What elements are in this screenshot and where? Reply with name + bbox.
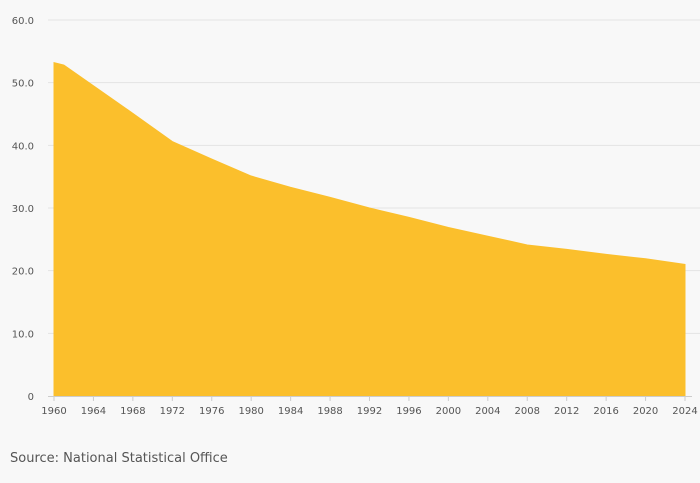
x-tick-label: 1964: [81, 406, 106, 417]
x-tick-label: 1980: [238, 406, 263, 417]
y-tick-label: 0: [28, 392, 34, 403]
y-axis: 0 10.0 20.0 30.0 40.0 50.0 60.0: [12, 16, 34, 403]
area-series: [53, 61, 686, 397]
x-axis: 1960 1964 1968 1972 1976 1980 1984 1988 1992 1996…: [41, 396, 698, 417]
x-tick-label: 2016: [593, 406, 618, 417]
x-tick-label: 2004: [475, 406, 500, 417]
y-tick-label: 50.0: [12, 79, 34, 90]
y-tick-label: 10.0: [12, 329, 34, 340]
x-tick-label: 1984: [278, 406, 303, 417]
x-tick-label: 1968: [120, 406, 145, 417]
y-tick-label: 20.0: [12, 267, 34, 278]
y-tick-label: 60.0: [12, 16, 34, 27]
y-tick-label: 40.0: [12, 141, 34, 152]
x-tick-label: 2008: [515, 406, 540, 417]
x-tick-label: 1988: [317, 406, 342, 417]
x-tick-label: 2020: [633, 406, 658, 417]
x-tick-label: 1972: [160, 406, 185, 417]
x-tick-label: 2000: [436, 406, 461, 417]
x-tick-label: 1992: [357, 406, 382, 417]
x-tick-label: 1996: [396, 406, 421, 417]
source-note: Source: National Statistical Office: [10, 451, 228, 466]
x-tick-label: 1976: [199, 406, 224, 417]
x-tick-label: 2024: [672, 406, 697, 417]
y-tick-label: 30.0: [12, 204, 34, 215]
area-fill: [53, 61, 686, 397]
x-tick-label: 1960: [41, 406, 66, 417]
area-chart: 1960 1964 1968 1972 1976 1980 1984 1988 1992 1996…: [12, 16, 700, 417]
x-tick-label: 2012: [554, 406, 579, 417]
